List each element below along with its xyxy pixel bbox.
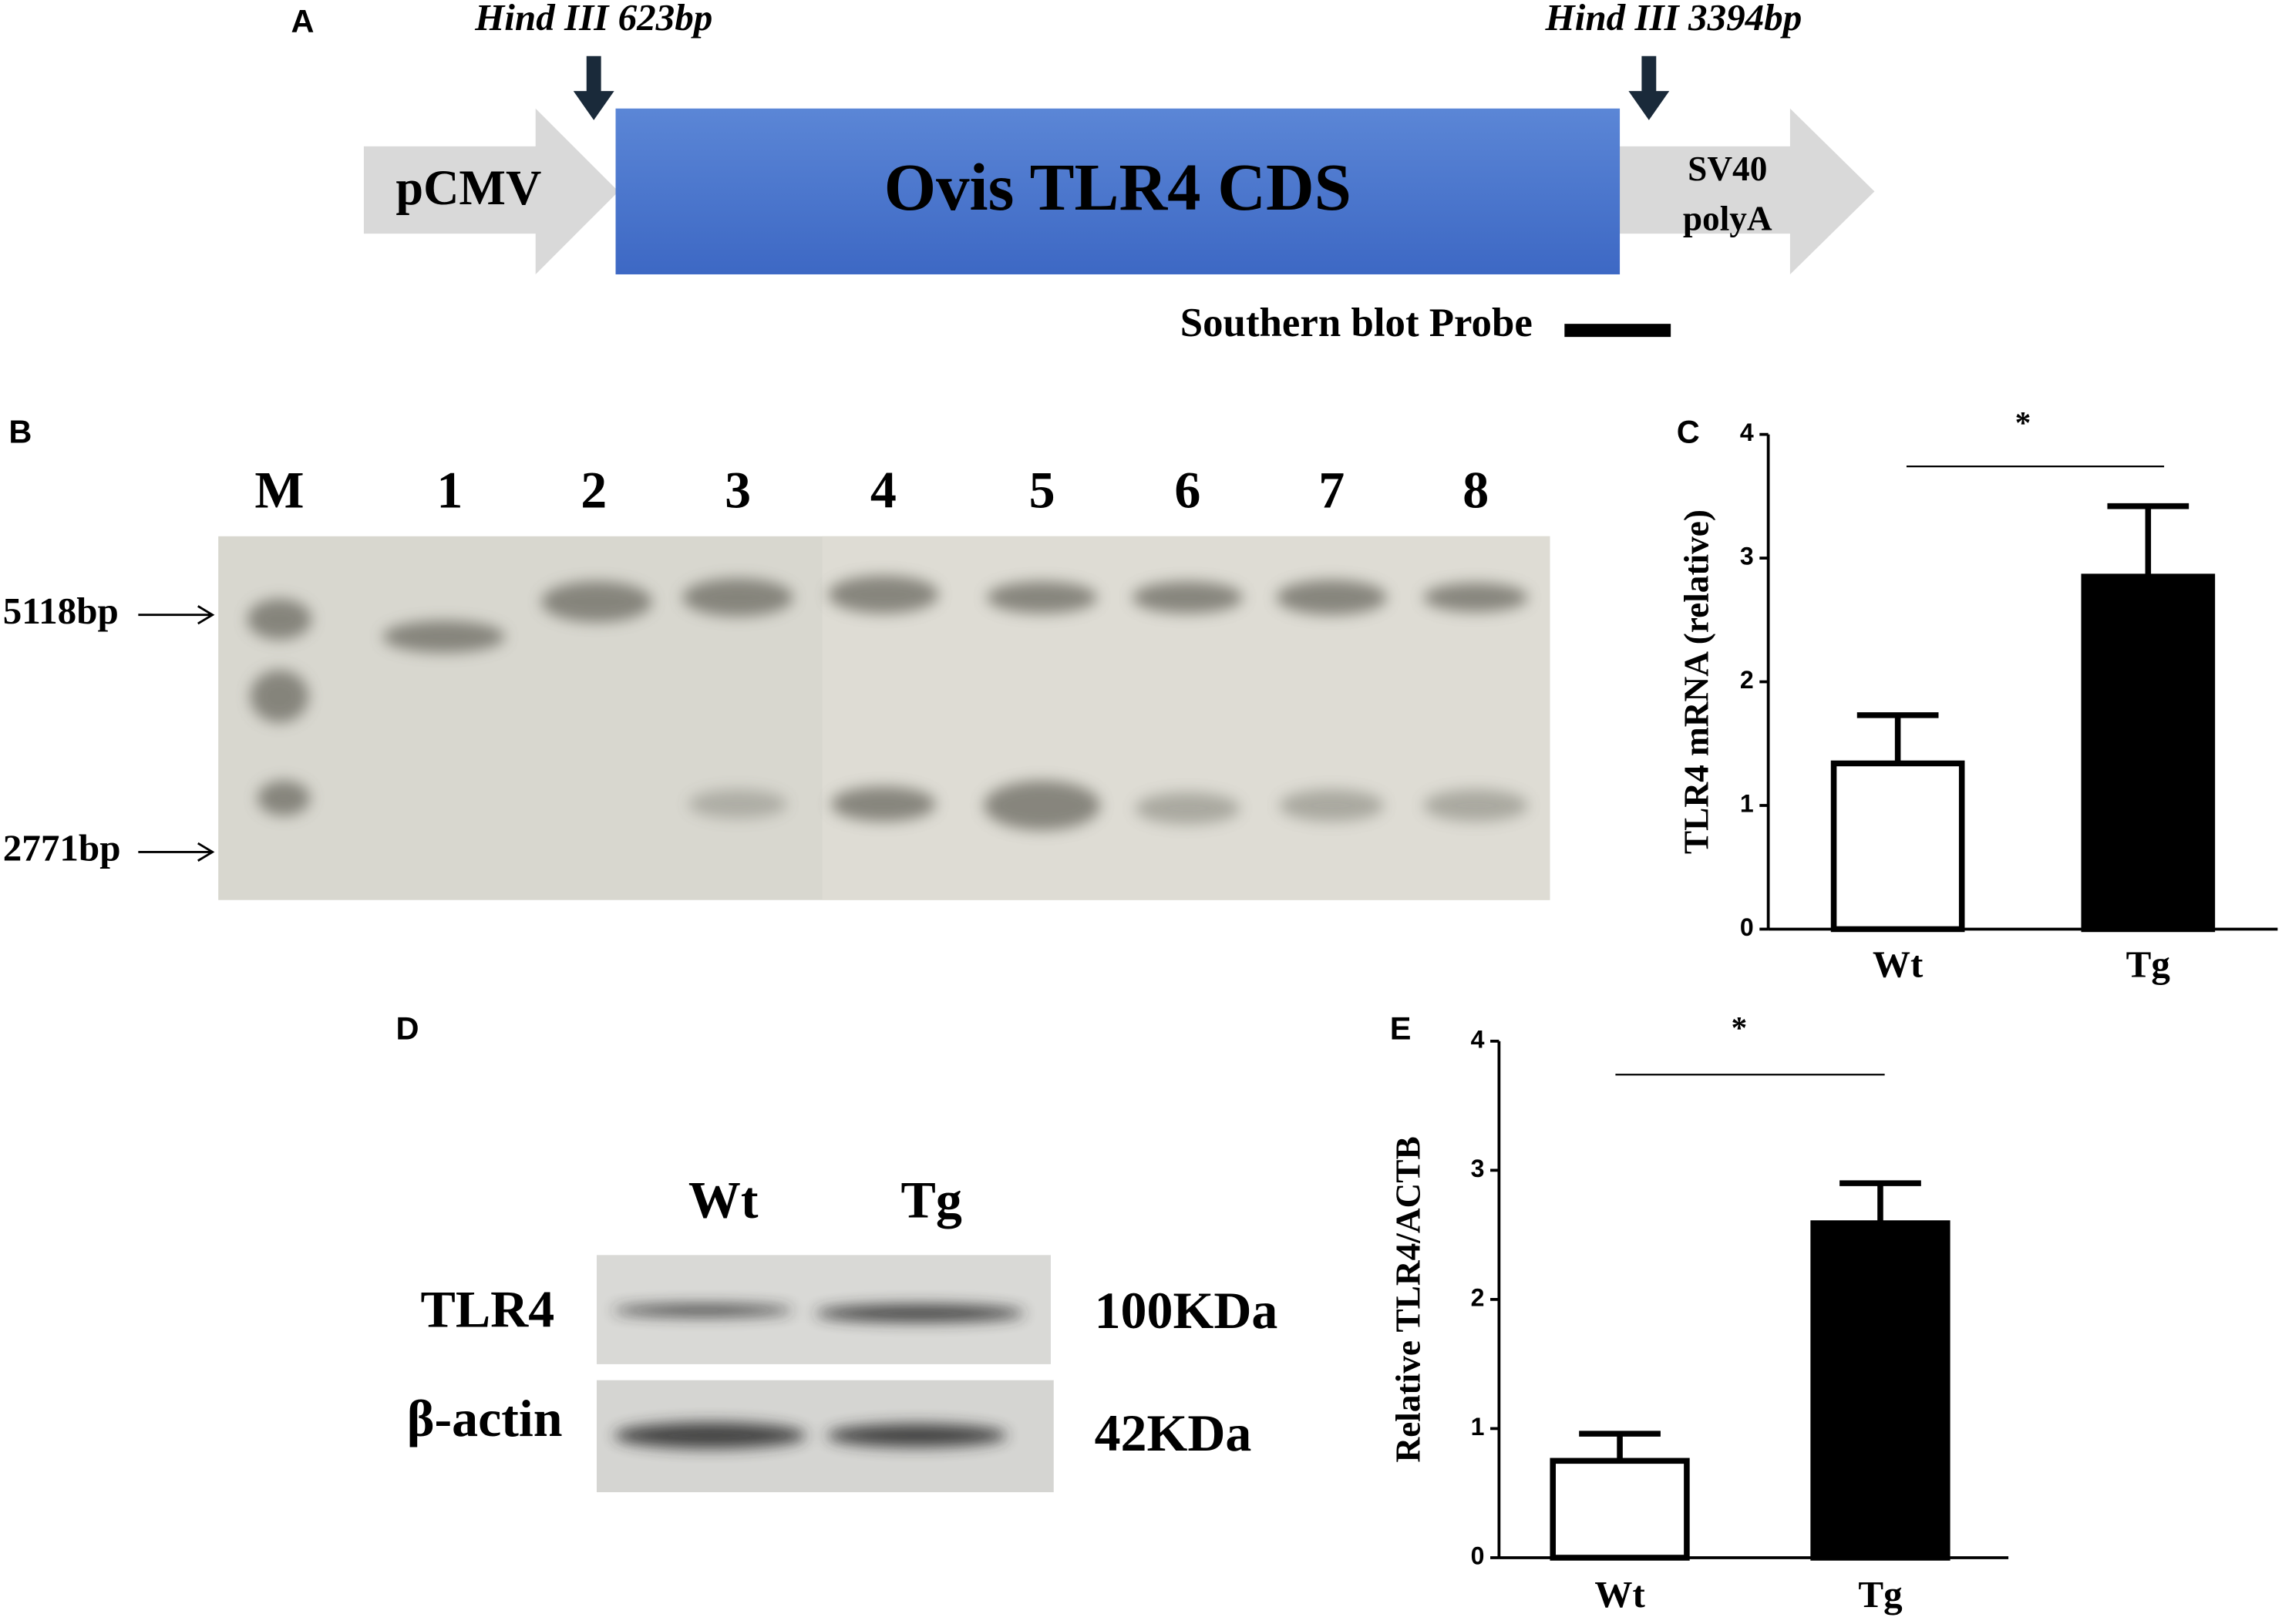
lane-label: 1 bbox=[436, 461, 463, 519]
y-tick-label: 4 bbox=[1471, 1025, 1485, 1053]
lane-label: 5 bbox=[1029, 461, 1055, 519]
lane-label: Wt bbox=[688, 1171, 759, 1229]
panel-label: C bbox=[1677, 414, 1700, 450]
probe-label: Southern blot Probe bbox=[1180, 301, 1533, 345]
protein-label: β-actin bbox=[407, 1389, 563, 1447]
panel-label: A bbox=[291, 3, 315, 39]
cut-arrow bbox=[1628, 55, 1670, 120]
y-tick-label: 0 bbox=[1471, 1542, 1485, 1569]
polya-label: polyA bbox=[1683, 199, 1772, 237]
southern-blot bbox=[218, 536, 1550, 900]
lane-label: 7 bbox=[1318, 461, 1345, 519]
y-tick-label: 2 bbox=[1740, 666, 1754, 694]
significance-label: * bbox=[2015, 405, 2031, 440]
y-axis-label: Relative TLR4/ACTB bbox=[1389, 1136, 1428, 1462]
marker-arrows bbox=[138, 605, 215, 862]
protein-label: TLR4 bbox=[421, 1279, 555, 1338]
significance-label: * bbox=[1731, 1010, 1747, 1045]
site-label: Hind III 3394bp bbox=[1545, 0, 1802, 39]
y-tick-label: 0 bbox=[1740, 913, 1754, 941]
size-label: 100KDa bbox=[1095, 1281, 1278, 1340]
bar bbox=[1830, 760, 1965, 933]
y-tick-label: 2 bbox=[1471, 1283, 1485, 1311]
cds-box bbox=[615, 108, 1621, 274]
probe-bar bbox=[1564, 324, 1671, 338]
blot-bands bbox=[612, 1304, 1025, 1449]
panel-label: B bbox=[8, 414, 32, 450]
lane-label: 8 bbox=[1462, 461, 1489, 519]
bar bbox=[1550, 1458, 1690, 1561]
y-tick-label: 3 bbox=[1740, 543, 1754, 570]
gel-bands bbox=[247, 575, 1529, 831]
marker-label: 2771bp bbox=[3, 827, 121, 869]
y-tick-label: 1 bbox=[1740, 789, 1754, 817]
promoter-label: pCMV bbox=[395, 160, 541, 215]
x-tick-label: Tg bbox=[1858, 1573, 1903, 1616]
lane-label: 6 bbox=[1174, 461, 1200, 519]
y-tick-label: 4 bbox=[1740, 419, 1754, 446]
lane-label: 2 bbox=[581, 461, 607, 519]
polya-label: SV40 bbox=[1688, 150, 1767, 188]
x-tick-label: Tg bbox=[2126, 943, 2171, 986]
cds-label: Ovis TLR4 CDS bbox=[884, 150, 1351, 224]
y-tick-label: 1 bbox=[1471, 1413, 1485, 1441]
marker-label: 5118bp bbox=[3, 590, 119, 632]
y-axis-label: TLR4 mRNA (relative) bbox=[1677, 509, 1715, 854]
panel-label: E bbox=[1390, 1010, 1412, 1047]
bar bbox=[2081, 573, 2216, 933]
promoter-arrow bbox=[363, 108, 619, 274]
polya-arrow bbox=[1618, 108, 1875, 274]
bar bbox=[1810, 1220, 1950, 1561]
x-tick-label: Wt bbox=[1594, 1573, 1645, 1616]
size-label: 42KDa bbox=[1095, 1404, 1252, 1462]
y-tick-label: 3 bbox=[1471, 1155, 1485, 1182]
panel-label: D bbox=[395, 1010, 419, 1047]
x-tick-label: Wt bbox=[1873, 943, 1924, 986]
lane-label: M bbox=[254, 461, 304, 519]
cut-arrow bbox=[573, 55, 614, 120]
lane-label: 4 bbox=[870, 461, 897, 519]
site-label: Hind III 623bp bbox=[474, 0, 712, 39]
lane-label: Tg bbox=[901, 1171, 962, 1229]
lane-label: 3 bbox=[725, 461, 751, 519]
